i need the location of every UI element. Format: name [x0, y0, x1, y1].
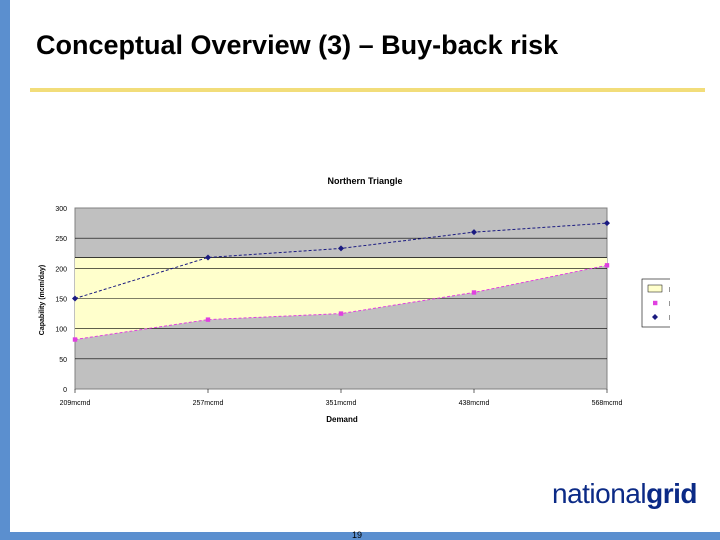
bottom-accent-bar: [0, 532, 720, 540]
national-grid-logo: nationalgrid: [552, 478, 697, 510]
legend-label: Max: [669, 315, 670, 322]
min-point: [338, 311, 344, 316]
y-tick-label: 200: [55, 266, 67, 273]
chart-legend: Buy-back Min Max: [641, 278, 670, 328]
max-point: [604, 220, 610, 227]
x-tick-label: 257mcmd: [193, 400, 224, 407]
y-axis-title: Capability (mcm/day): [39, 265, 46, 335]
y-tick-label: 150: [55, 297, 67, 304]
x-tick-label: 351mcmd: [326, 400, 357, 407]
x-tick-label: 209mcmd: [60, 400, 91, 407]
min-point: [471, 290, 477, 295]
title-underline: [30, 88, 705, 92]
slide-title: Conceptual Overview (3) – Buy-back risk: [36, 30, 559, 60]
y-tick-label: 50: [59, 357, 67, 364]
chart-title: Northern Triangle: [327, 176, 402, 186]
left-accent-bar: [0, 0, 10, 540]
x-tick-label: 568mcmd: [592, 400, 623, 407]
logo-text-national: national: [552, 478, 647, 509]
max-point: [471, 229, 477, 236]
page-number: 19: [352, 530, 363, 540]
min-point: [604, 263, 610, 268]
legend-swatch-buy-back: [647, 284, 663, 293]
max-point: [205, 254, 211, 261]
legend-label: Min: [669, 301, 670, 308]
y-tick-label: 100: [55, 327, 67, 334]
max-point: [72, 295, 78, 302]
legend-swatch-max: [652, 314, 658, 320]
y-tick-label: 300: [55, 206, 67, 213]
legend-label: Buy-back: [669, 287, 670, 294]
y-tick-label: 0: [63, 387, 67, 394]
plot-area: 0 50 100 150 200 250 300 209mcmd 257mcmd 351mcmd 4…: [55, 206, 622, 407]
max-point: [338, 245, 344, 252]
min-point: [72, 337, 78, 342]
min-point: [205, 317, 211, 322]
logo-text-grid: grid: [646, 478, 697, 509]
northern-triangle-chart: Northern Triangle 0 50 100 150 200 250 300 209m…: [39, 176, 670, 424]
legend-swatch-min: [653, 300, 658, 306]
x-axis-title: Demand: [326, 415, 358, 424]
y-tick-label: 250: [55, 236, 67, 243]
x-tick-label: 438mcmd: [459, 400, 490, 407]
